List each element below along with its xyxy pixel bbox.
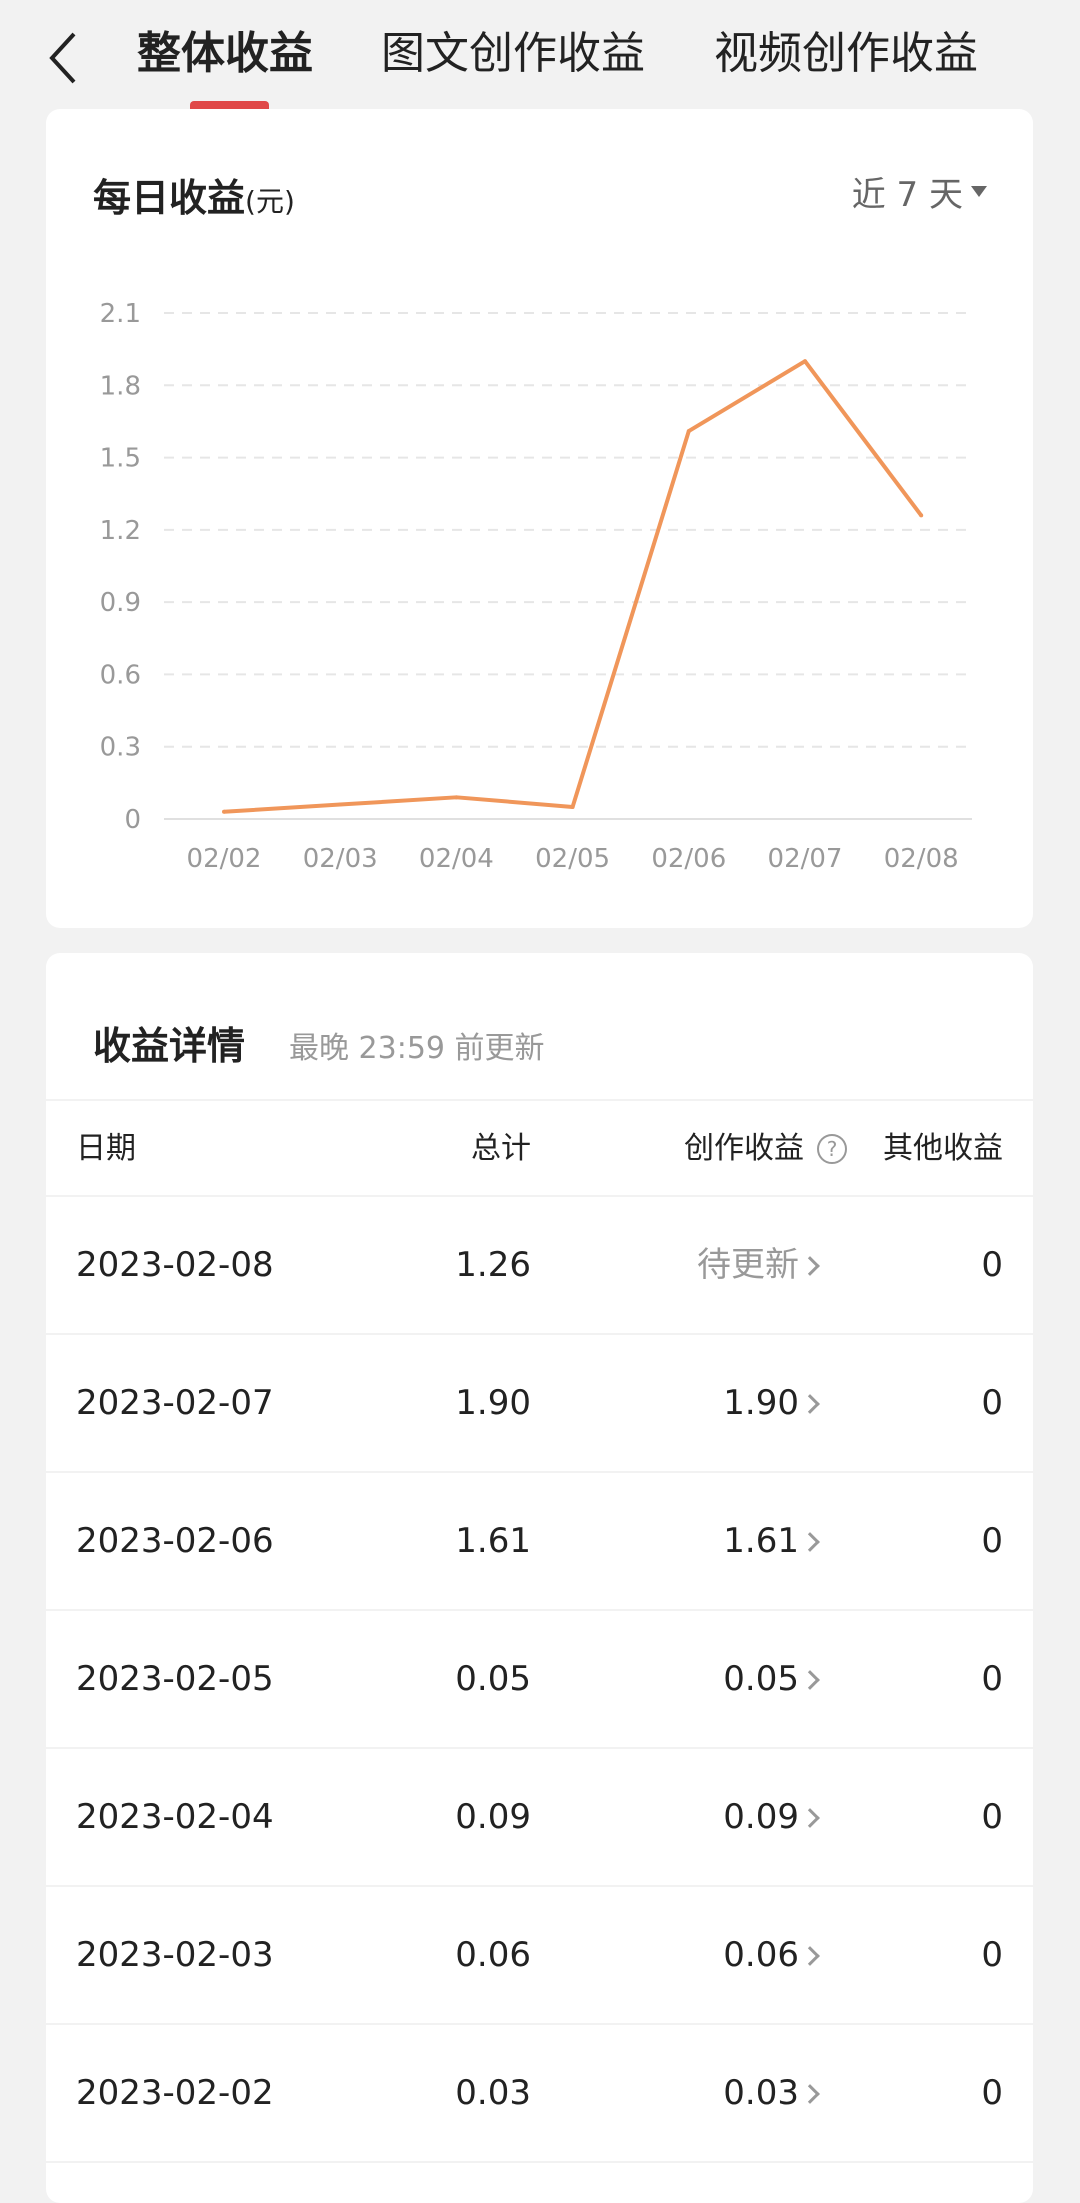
title-text: 每日收益 xyxy=(93,176,246,220)
table-row[interactable]: 2023-02-07 1.90 1.90 0 xyxy=(46,1335,1033,1473)
daily-earnings-chart: 0 0.3 0.6 0.9 1.2 1.5 1.8 2.1 02/02 02/03 02/04 02/… xyxy=(100,299,972,874)
table-row[interactable]: 2023-02-08 1.26 待更新 0 xyxy=(46,1197,1033,1335)
tab-overall-earnings[interactable]: 整体收益 xyxy=(137,28,313,79)
row-creation[interactable]: 1.90 xyxy=(723,1383,799,1423)
divider xyxy=(46,1099,1033,1101)
data-point xyxy=(454,795,459,800)
y-tick-label: 0 xyxy=(124,805,141,835)
row-other: 0 xyxy=(981,1383,1003,1423)
chevron-right-icon[interactable] xyxy=(800,1394,820,1414)
chevron-right-icon[interactable] xyxy=(800,1532,820,1552)
row-other: 0 xyxy=(981,1935,1003,1975)
range-dropdown[interactable]: 近 7 天 xyxy=(852,167,987,216)
x-tick-label: 02/05 xyxy=(535,844,610,874)
details-subtitle: 最晚 23:59 前更新 xyxy=(289,1031,545,1066)
unit-label: (元) xyxy=(245,185,295,218)
row-other: 0 xyxy=(981,1659,1003,1699)
row-other: 0 xyxy=(981,2073,1003,2113)
help-icon[interactable]: ? xyxy=(817,1134,847,1164)
data-point xyxy=(919,513,924,518)
tab-article-earnings[interactable]: 图文创作收益 xyxy=(381,28,645,79)
y-tick-label: 0.9 xyxy=(100,588,141,618)
table-row[interactable]: 2023-02-03 0.06 0.06 0 xyxy=(46,1887,1033,2025)
chevron-right-icon[interactable] xyxy=(800,1946,820,1966)
table-row[interactable]: 2023-02-06 1.61 1.61 0 xyxy=(46,1473,1033,1611)
row-other: 0 xyxy=(981,1245,1003,1285)
y-tick-label: 0.6 xyxy=(100,660,141,690)
header-other: 其他收益 xyxy=(883,1131,1003,1166)
y-tick-label: 1.2 xyxy=(100,516,141,546)
row-date: 2023-02-07 xyxy=(76,1383,274,1423)
header-creation: 创作收益 xyxy=(684,1131,804,1166)
chevron-right-icon[interactable] xyxy=(800,1256,820,1276)
header-total: 总计 xyxy=(471,1131,531,1166)
row-creation[interactable]: 0.09 xyxy=(723,1797,799,1837)
y-tick-label: 2.1 xyxy=(100,299,141,329)
earnings-details-card: 收益详情 最晚 23:59 前更新 日期 总计 创作收益 ? 其他收益 2023… xyxy=(46,953,1033,2203)
row-date: 2023-02-08 xyxy=(76,1245,274,1285)
row-date: 2023-02-06 xyxy=(76,1521,274,1561)
data-point xyxy=(338,802,343,807)
table-row[interactable]: 2023-02-04 0.09 0.09 0 xyxy=(46,1749,1033,1887)
row-date: 2023-02-03 xyxy=(76,1935,274,1975)
x-tick-label: 02/02 xyxy=(187,844,262,874)
row-creation[interactable]: 0.06 xyxy=(723,1935,799,1975)
row-total: 0.09 xyxy=(455,1797,531,1837)
row-total: 1.61 xyxy=(455,1521,531,1561)
chevron-left-icon[interactable] xyxy=(44,30,84,86)
table-row[interactable]: 2023-02-02 0.03 0.03 0 xyxy=(46,2025,1033,2163)
x-tick-label: 02/07 xyxy=(768,844,843,874)
x-tick-label: 02/04 xyxy=(419,844,494,874)
data-point xyxy=(686,429,691,434)
range-label: 近 7 天 xyxy=(851,175,963,215)
caret-down-icon xyxy=(971,186,987,197)
table-row[interactable]: 2023-02-05 0.05 0.05 0 xyxy=(46,1611,1033,1749)
header-date: 日期 xyxy=(76,1131,136,1166)
row-other: 0 xyxy=(981,1797,1003,1837)
y-tick-label: 0.3 xyxy=(100,733,141,763)
row-date: 2023-02-02 xyxy=(76,2073,274,2113)
series-line xyxy=(223,359,923,814)
details-title: 收益详情 xyxy=(93,1024,246,1068)
row-date: 2023-02-04 xyxy=(76,1797,274,1837)
row-total: 0.03 xyxy=(455,2073,531,2113)
y-tick-label: 1.8 xyxy=(100,371,141,401)
chevron-right-icon[interactable] xyxy=(800,1808,820,1828)
chevron-right-icon[interactable] xyxy=(800,2084,820,2104)
x-tick-label: 02/03 xyxy=(303,844,378,874)
daily-earnings-title: 每日收益(元) xyxy=(93,167,295,222)
x-tick-label: 02/08 xyxy=(884,844,959,874)
active-tab-indicator xyxy=(190,101,269,109)
x-tick-label: 02/06 xyxy=(651,844,726,874)
row-creation[interactable]: 0.05 xyxy=(723,1659,799,1699)
y-tick-label: 1.5 xyxy=(100,444,141,474)
row-other: 0 xyxy=(981,1521,1003,1561)
daily-earnings-card: 每日收益(元) 近 7 天 xyxy=(46,109,1033,928)
row-total: 0.06 xyxy=(455,1935,531,1975)
divider xyxy=(46,1195,1033,1197)
data-point xyxy=(570,804,575,809)
row-creation[interactable]: 待更新 xyxy=(697,1245,799,1285)
data-point xyxy=(222,809,226,814)
tab-video-earnings[interactable]: 视频创作收益 xyxy=(714,28,978,79)
row-total: 0.05 xyxy=(455,1659,531,1699)
row-total: 1.90 xyxy=(455,1383,531,1423)
row-total: 1.26 xyxy=(455,1245,531,1285)
row-creation[interactable]: 1.61 xyxy=(723,1521,799,1561)
row-date: 2023-02-05 xyxy=(76,1659,274,1699)
data-point xyxy=(803,359,807,364)
row-creation[interactable]: 0.03 xyxy=(723,2073,799,2113)
chevron-right-icon[interactable] xyxy=(800,1670,820,1690)
